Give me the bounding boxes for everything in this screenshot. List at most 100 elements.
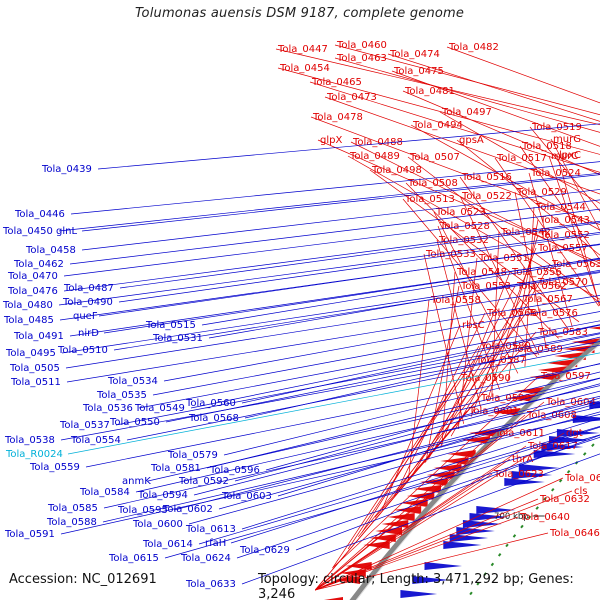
- reverse-gene-label: Tola_0480: [2, 300, 53, 311]
- forward-gene-arrow: [588, 326, 600, 330]
- forward-leader-line: [315, 458, 511, 591]
- reverse-gene-label: Tola_0491: [13, 331, 64, 342]
- forward-gene-label: Tola_0460: [336, 40, 387, 51]
- reverse-gene-arrow: [424, 562, 462, 570]
- forward-leader-line: [528, 172, 573, 328]
- forward-leader-line: [314, 432, 494, 591]
- forward-gene-label: Tola_0523: [435, 207, 486, 218]
- forward-gene-label: Tola_0608: [526, 410, 577, 421]
- forward-leader-line: [334, 44, 600, 116]
- forward-gene-arrow: [426, 471, 455, 479]
- reverse-leader-line: [265, 377, 600, 471]
- forward-gene-arrow: [345, 562, 372, 570]
- accession-text: Accession: NC_012691: [9, 572, 157, 587]
- forward-leader-line: [347, 359, 475, 550]
- feature-block: [500, 546, 501, 549]
- forward-gene-label: Tola_0551: [478, 253, 529, 264]
- feature-block: [489, 558, 490, 561]
- forward-leader-line: [315, 516, 519, 591]
- forward-leader-line: [277, 67, 600, 155]
- reverse-leader-line: [63, 208, 600, 277]
- forward-gene-label: Tola_0454: [279, 63, 330, 74]
- topology-stats-text: Topology: circular; Length: 3,471,292 bp…: [258, 572, 574, 600]
- reverse-gene-label: Tola_0568: [188, 413, 239, 424]
- forward-gene-label: murG: [553, 134, 581, 145]
- reverse-gene-label: Tola_0588: [46, 517, 97, 528]
- reverse-gene-label: Tola_0549: [134, 403, 185, 414]
- reverse-gene-label: Tola_0603: [221, 491, 272, 502]
- forward-gene-label: Tola_0562: [516, 281, 567, 292]
- forward-gene-label: Tola_0488: [352, 137, 403, 148]
- reverse-gene-label: Tola_0511: [10, 377, 61, 388]
- reverse-gene-arrow: [504, 478, 545, 486]
- forward-gene-label: Tola_0552: [539, 230, 590, 241]
- reverse-leader-line: [97, 123, 600, 170]
- reverse-gene-label: Tola_0600: [132, 519, 183, 530]
- forward-leader-line: [548, 155, 600, 306]
- reverse-gene-label: Tola_0633: [185, 579, 236, 590]
- reverse-gene-arrow: [456, 527, 495, 535]
- forward-leader-line: [519, 145, 600, 261]
- forward-leader-line: [315, 532, 549, 591]
- reverse-leader-line: [147, 377, 600, 482]
- reverse-leader-line: [173, 400, 600, 511]
- forward-gene-label: Tola_0566: [486, 308, 537, 319]
- feature-block: [592, 458, 593, 462]
- reverse-gene-label: Tola_0487: [63, 283, 114, 294]
- forward-leader-line: [334, 57, 600, 133]
- reverse-leader-line: [201, 258, 600, 326]
- forward-gene-label: rbsC: [462, 320, 485, 331]
- forward-gene-label: murC: [551, 151, 578, 162]
- forward-leader-line: [524, 206, 535, 368]
- forward-gene-label: Tola_0478: [312, 112, 363, 123]
- forward-leader-line: [436, 239, 482, 408]
- reverse-gene-label: Tola_0554: [70, 435, 121, 446]
- forward-leader-line: [314, 414, 526, 591]
- forward-leader-line: [507, 219, 539, 383]
- reverse-leader-line: [66, 295, 600, 383]
- forward-leader-line: [332, 375, 540, 568]
- forward-leader-line: [425, 285, 460, 462]
- reverse-leader-line: [60, 341, 600, 441]
- forward-leader-line: [350, 141, 600, 267]
- reverse-gene-label: Tola_0595: [117, 505, 168, 516]
- forward-leader-line: [441, 271, 456, 446]
- reverse-gene-label: Tola_0490: [62, 297, 113, 308]
- forward-gene-label: Tola_0558: [430, 295, 481, 306]
- reverse-gene-label: Tola_0581: [150, 463, 201, 474]
- forward-gene-label: thrA: [512, 454, 533, 465]
- forward-leader-line: [402, 90, 600, 175]
- forward-gene-arrow: [323, 597, 343, 600]
- forward-leader-line: [456, 139, 600, 256]
- reverse-leader-line: [244, 336, 600, 419]
- forward-leader-line: [556, 154, 600, 306]
- reverse-leader-line: [118, 233, 600, 303]
- reverse-gene-label: anmK: [122, 476, 151, 487]
- reverse-gene-label: Tola_0538: [4, 435, 55, 446]
- reverse-leader-line: [85, 363, 600, 468]
- reverse-gene-label: Tola_0550: [109, 417, 160, 428]
- feature-block: [496, 550, 497, 553]
- reverse-leader-line: [218, 402, 600, 510]
- reverse-leader-line: [81, 189, 600, 251]
- forward-leader-line: [315, 473, 493, 591]
- forward-gene-label: Tola_0599: [480, 393, 531, 404]
- reverse-leader-line: [135, 385, 600, 493]
- reverse-leader-line: [198, 425, 600, 545]
- forward-gene-label: Tola_0517: [496, 153, 547, 164]
- reverse-leader-line: [67, 352, 600, 455]
- forward-gene-label: Tola_0597: [540, 371, 591, 382]
- reverse-label-group: Tola_0439 Tola_0446 Tola_0450 glnL Tola_0458…: [2, 123, 600, 590]
- forward-gene-label: Tola_0489: [349, 151, 400, 162]
- forward-gene-label: Tola_0548: [456, 267, 507, 278]
- reverse-gene-arrow: [511, 471, 553, 479]
- forward-gene-arrow: [513, 387, 545, 395]
- reverse-gene-label: Tola_0559: [29, 462, 80, 473]
- forward-leader-line: [369, 169, 580, 323]
- feature-block: [588, 462, 589, 466]
- reverse-gene-label: Tola_0584: [79, 487, 130, 498]
- forward-gene-label: Tola_0482: [448, 42, 499, 53]
- forward-gene-label: Tola_0507: [409, 152, 460, 163]
- reverse-gene-arrow: [572, 415, 600, 423]
